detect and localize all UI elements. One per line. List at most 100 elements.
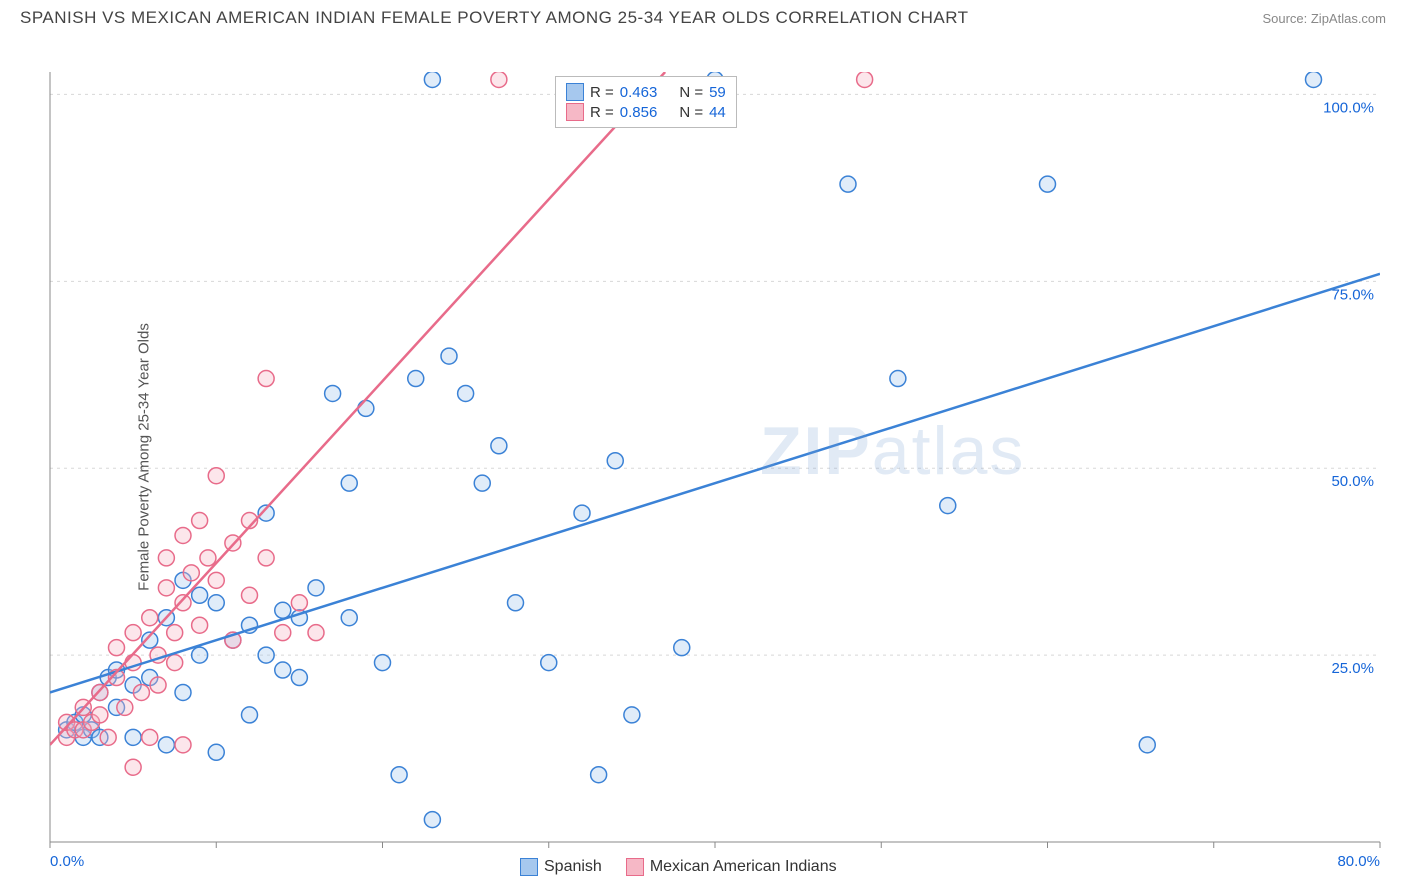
- regression-line: [50, 274, 1380, 693]
- legend-row: R = 0.463 N = 59: [566, 83, 726, 101]
- y-axis-label: Female Poverty Among 25-34 Year Olds: [135, 323, 152, 591]
- correlation-legend: R = 0.463 N = 59 R = 0.856 N = 44: [555, 76, 737, 128]
- data-point: [291, 670, 307, 686]
- data-point: [408, 371, 424, 387]
- data-point: [167, 625, 183, 641]
- data-point: [192, 513, 208, 529]
- chart-container: Female Poverty Among 25-34 Year Olds 25.…: [0, 32, 1406, 882]
- data-point: [358, 400, 374, 416]
- data-point: [424, 812, 440, 828]
- x-min-label: 0.0%: [50, 853, 84, 870]
- data-point: [208, 744, 224, 760]
- scatter-plot-svg: 25.0%50.0%75.0%100.0%0.0%80.0%: [0, 32, 1406, 882]
- n-label: N =: [679, 104, 703, 121]
- data-point: [857, 71, 873, 87]
- data-point: [92, 707, 108, 723]
- data-point: [175, 737, 191, 753]
- data-point: [275, 602, 291, 618]
- data-point: [158, 550, 174, 566]
- data-point: [150, 677, 166, 693]
- chart-header: SPANISH VS MEXICAN AMERICAN INDIAN FEMAL…: [0, 0, 1406, 32]
- data-point: [125, 759, 141, 775]
- source-prefix: Source:: [1262, 11, 1310, 26]
- data-point: [840, 176, 856, 192]
- n-value: 59: [709, 84, 726, 101]
- data-point: [192, 617, 208, 633]
- data-point: [308, 625, 324, 641]
- data-point: [158, 737, 174, 753]
- data-point: [100, 729, 116, 745]
- data-point: [1139, 737, 1155, 753]
- data-point: [242, 707, 258, 723]
- chart-title: SPANISH VS MEXICAN AMERICAN INDIAN FEMAL…: [20, 8, 969, 28]
- data-point: [158, 580, 174, 596]
- data-point: [208, 595, 224, 611]
- data-point: [674, 640, 690, 656]
- data-point: [890, 371, 906, 387]
- data-point: [341, 475, 357, 491]
- data-point: [491, 438, 507, 454]
- data-point: [109, 640, 125, 656]
- r-value: 0.463: [620, 84, 658, 101]
- data-point: [175, 527, 191, 543]
- legend-item: Mexican American Indians: [626, 858, 837, 876]
- data-point: [192, 647, 208, 663]
- data-point: [133, 684, 149, 700]
- data-point: [275, 625, 291, 641]
- data-point: [117, 699, 133, 715]
- y-tick-label: 75.0%: [1331, 286, 1374, 303]
- data-point: [291, 595, 307, 611]
- data-point: [242, 587, 258, 603]
- data-point: [308, 580, 324, 596]
- data-point: [458, 385, 474, 401]
- data-point: [341, 610, 357, 626]
- data-point: [940, 498, 956, 514]
- r-label: R =: [590, 84, 614, 101]
- data-point: [175, 595, 191, 611]
- data-point: [474, 475, 490, 491]
- r-value: 0.856: [620, 104, 658, 121]
- legend-label: Mexican American Indians: [650, 858, 837, 876]
- data-point: [167, 655, 183, 671]
- data-point: [391, 767, 407, 783]
- data-point: [200, 550, 216, 566]
- legend-row: R = 0.856 N = 44: [566, 103, 726, 121]
- data-point: [1040, 176, 1056, 192]
- r-label: R =: [590, 104, 614, 121]
- legend-swatch: [626, 858, 644, 876]
- data-point: [508, 595, 524, 611]
- legend-swatch: [520, 858, 538, 876]
- n-value: 44: [709, 104, 726, 121]
- data-point: [258, 371, 274, 387]
- y-tick-label: 50.0%: [1331, 473, 1374, 490]
- data-point: [142, 729, 158, 745]
- source-name: ZipAtlas.com: [1311, 11, 1386, 26]
- data-point: [142, 610, 158, 626]
- data-point: [183, 565, 199, 581]
- data-point: [375, 655, 391, 671]
- data-point: [208, 572, 224, 588]
- data-point: [607, 453, 623, 469]
- data-point: [208, 468, 224, 484]
- data-point: [125, 729, 141, 745]
- data-point: [491, 71, 507, 87]
- data-point: [541, 655, 557, 671]
- n-label: N =: [679, 84, 703, 101]
- data-point: [574, 505, 590, 521]
- data-point: [441, 348, 457, 364]
- y-tick-label: 100.0%: [1323, 99, 1374, 116]
- legend-item: Spanish: [520, 858, 602, 876]
- legend-swatch: [566, 103, 584, 121]
- data-point: [591, 767, 607, 783]
- y-tick-label: 25.0%: [1331, 660, 1374, 677]
- legend-label: Spanish: [544, 858, 602, 876]
- data-point: [258, 647, 274, 663]
- data-point: [192, 587, 208, 603]
- source-attribution: Source: ZipAtlas.com: [1262, 11, 1386, 26]
- data-point: [325, 385, 341, 401]
- series-legend: Spanish Mexican American Indians: [520, 858, 837, 876]
- data-point: [624, 707, 640, 723]
- data-point: [175, 684, 191, 700]
- data-point: [424, 71, 440, 87]
- data-point: [125, 625, 141, 641]
